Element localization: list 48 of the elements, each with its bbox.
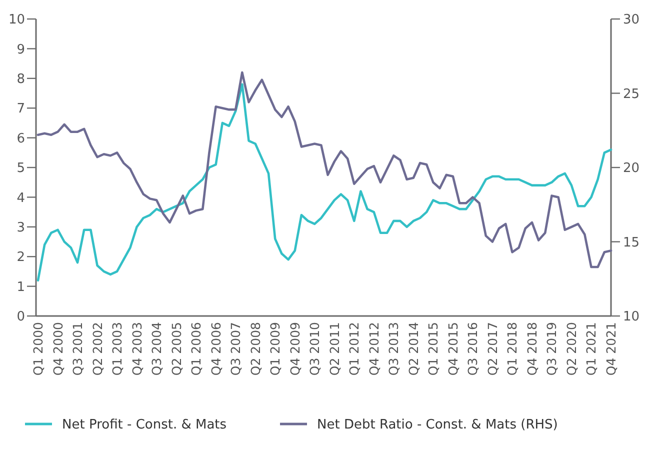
x-tick-label: Q1 2018 [504,322,520,376]
y-tick-label: 0 [16,310,25,325]
y-tick-label: 4 [16,190,25,206]
y-tick-label: 3 [16,220,25,236]
x-tick-label: Q3 2004 [149,322,164,376]
x-tick-label: Q1 2015 [426,322,441,376]
x-tick-label: Q4 2018 [524,322,540,376]
y-tick-label: 10 [8,12,25,28]
x-tick-label: Q3 2007 [228,322,244,376]
x-tick-label: Q2 2005 [168,322,184,376]
x-tick-label: Q1 2012 [346,322,362,376]
y-tick-label: 8 [16,72,25,87]
x-tick-label: Q4 2000 [50,322,66,376]
x-tick-label: Q4 2012 [366,322,382,376]
y-tick-label: 1 [16,280,25,295]
x-tick-label: Q2 2020 [564,322,579,376]
y2-tick-label: 10 [623,310,640,325]
x-tick-label: Q4 2015 [445,322,460,376]
y-tick-label: 9 [16,42,25,58]
x-tick-label: Q1 2003 [110,322,125,376]
y2-tick-label: 25 [623,86,640,102]
x-tick-label: Q3 2019 [544,322,560,376]
x-tick-label: Q2 2011 [326,322,342,376]
x-tick-label: Q1 2006 [188,322,204,376]
x-tick-label: Q4 2021 [604,322,618,376]
y-tick-label: 2 [16,250,25,266]
x-tick-label: Q3 2016 [465,322,480,376]
x-tick-label: Q2 2008 [248,322,263,376]
x-tick-label: Q3 2001 [70,322,86,376]
x-tick-label: Q2 2014 [406,322,421,376]
x-tick-label: Q2 2002 [90,322,105,376]
x-tick-label: Q1 2000 [30,322,46,376]
y-tick-label: 6 [16,131,25,146]
x-tick-label: Q1 2009 [268,322,283,376]
y2-tick-label: 15 [623,235,640,250]
legend-label: Net Debt Ratio - Const. & Mats (RHS) [317,418,558,433]
x-tick-label: Q4 2006 [208,322,224,376]
x-tick-label: Q3 2013 [386,322,402,376]
x-tick-label: Q2 2017 [484,322,500,376]
x-tick-label: Q4 2009 [287,322,302,376]
y-tick-label: 7 [16,102,25,117]
x-tick-label: Q4 2003 [129,322,144,376]
x-tick-label: Q1 2021 [584,322,599,376]
y2-tick-label: 30 [623,12,640,28]
legend-label: Net Profit - Const. & Mats [62,418,227,433]
x-tick-label: Q3 2010 [307,322,322,376]
y2-tick-label: 20 [623,161,640,176]
y-tick-label: 5 [16,161,25,176]
